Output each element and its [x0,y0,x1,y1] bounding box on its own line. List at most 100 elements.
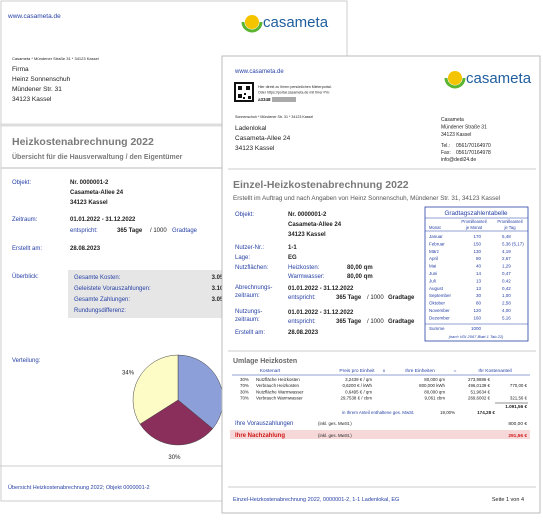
month: Mai [429,264,436,269]
col-header: x [383,369,386,374]
col-header: Kostenart [260,368,281,374]
permille-day: 5,48 [502,234,511,239]
area-value: 80,00 qm [347,265,373,271]
contact-label: Fax: [441,150,451,156]
permille-month: 160 [473,315,481,320]
qr-cell [248,96,251,99]
logo-mark [448,71,462,85]
col-header: Promilleanteil [461,219,486,224]
permille-day: 4,19 [502,249,511,254]
degree-table-box [424,206,529,342]
unit: Gradtage [388,319,415,325]
logo-arc [444,77,466,89]
area-value: 80,00 qm [347,274,373,280]
unit: Gradtage [172,228,198,234]
cost-share: 70% [240,396,249,401]
recipient: 34123 Kassel [12,96,52,103]
area-label: Warmwasser: [288,274,325,280]
permille-month: 120 [473,308,481,313]
prepayment-amount: 800,00 € [508,421,527,427]
degree-days: / 1000 [367,295,384,301]
cost-price: 29,7538 € / cbm [341,396,373,401]
pie-label: 30% [168,455,181,461]
url: www.casameta.de [234,69,284,75]
permille-day: 0,42 [502,278,511,283]
month: Juli [429,278,436,283]
cost-share-amount: 273,9886 € [468,377,491,382]
permille-month: 130 [473,249,481,254]
cost-price: 0,6200 € / kWh [342,383,372,388]
overview-label: Rundungsdifferenz: [74,308,126,314]
permille-day: 1,29 [502,264,511,269]
sender-line: Sonnenschuh * Mündener Str. 31 * 34123 K… [235,115,313,119]
permille-month: 14 [476,271,482,276]
month: März [429,249,440,254]
label: Abrechnungs- [235,285,272,291]
logo-mark [245,15,259,29]
permille-month: 170 [473,234,481,239]
col-header: Preis pro Einheit [339,368,375,374]
permille-day: 2,58 [502,301,511,306]
balance-amount: 291,56 € [508,433,527,439]
permille-day: 4,00 [502,308,511,313]
balance-note: (inkl. ges. MwSt.) [318,433,352,438]
label: entspricht: [70,228,98,234]
company: Mündener Straße 31 [441,125,487,131]
object-line: Casameta-Allee 24 [70,190,124,196]
cost-share: 30% [240,389,249,394]
portal-text: Hier direkt zu Ihrem persönlichen Mieter… [258,85,332,89]
col-header: Monat [429,225,441,230]
object-line: Nr. 0000001-2 [288,212,327,218]
footer: Einzel-Heizkostenabrechnung 2022, 000000… [233,497,399,503]
cost-kind: Verbrauch Warmwasser [256,396,303,401]
recipient: Firma [12,66,29,73]
object-line: Nr. 0000001-2 [70,180,109,186]
cost-units: 9,061 cbm [424,396,445,401]
pie-slice [177,354,224,430]
label: Objekt: [235,212,254,218]
prepayment-note: (inkl. ges. MwSt.) [318,421,352,426]
month: April [429,256,438,261]
qr-cell [244,93,246,95]
prepayment-label: Ihre Vorauszahlungen [235,421,293,427]
col-header: je Tag [503,225,516,230]
pie-label: 34% [122,371,135,377]
cost-units: 800,000 kWh [419,383,445,388]
cost-subtotal: 770,00 € [510,383,528,388]
label: Lage: [235,255,250,261]
permille-day: 0,42 [502,286,511,291]
cost-share-amount: 51,9634 € [470,389,490,394]
section-title: Umlage Heizkosten [233,358,297,365]
col-header: Ihre Einheiten [405,368,435,374]
label: entspricht: [288,319,316,325]
table-title: Gradtagszahlentabelle [444,210,508,217]
permille-month: 150 [473,241,481,246]
days: 365 Tage [117,228,143,234]
vat-label: in Ihrem Anteil enthaltene ges. MwSt. [342,410,414,415]
cost-total: 1.091,56 € [505,404,527,409]
month: Juni [429,271,437,276]
cost-price: 3,2439 € / qm [345,377,372,382]
date: 28.08.2023 [70,246,101,252]
vat-amount: 174,28 € [477,410,495,415]
permille-day: 5,16 [502,315,511,320]
qr-cell [246,86,250,90]
page-number: Seite 1 von 4 [492,497,524,503]
cost-units: 80,000 qm [424,377,445,382]
days: 365 Tage [336,295,362,301]
days: 365 Tage [336,319,362,325]
subtitle: Übersicht für die Hausverwaltung / den E… [12,152,183,161]
logo-text: casameta [466,70,532,87]
permille-month: 13 [476,286,482,291]
cost-kind: Verbrauch Heizkosten [256,383,300,388]
permille-month: 80 [476,301,482,306]
vat-rate: 19,00% [440,410,455,415]
month: Februar [429,241,445,246]
month: Januar [429,234,443,239]
contact-value: 0561/70164978 [456,150,491,156]
object-line: 34123 Kassel [288,232,326,238]
cost-share-amount: 496,0139 € [468,383,491,388]
subtitle: Erstellt im Auftrag und nach Angaben von… [233,195,500,202]
object-line: 34123 Kassel [70,200,108,206]
